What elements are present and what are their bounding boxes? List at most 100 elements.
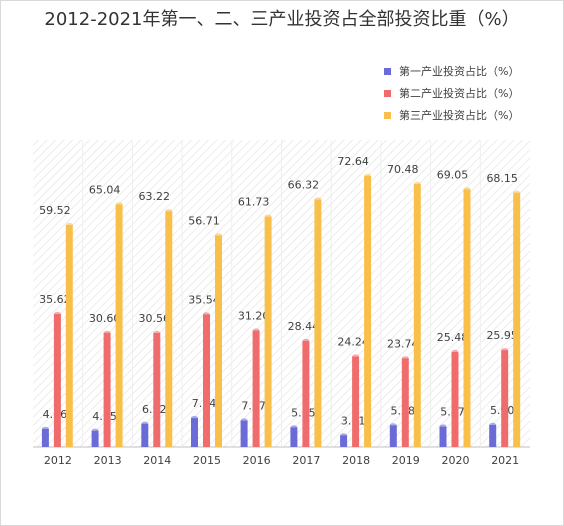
bar-series3-2019[interactable] — [413, 184, 421, 447]
bar-cap-series3-2013 — [115, 202, 123, 207]
x-tick-label-2016: 2016 — [243, 454, 271, 467]
bar-series2-2019[interactable] — [401, 358, 409, 447]
bar-cap-series1-2020 — [439, 424, 447, 429]
legend-swatch-tertiary — [384, 111, 391, 119]
data-label-series2-2016: 31.20 — [238, 310, 270, 323]
bar-cap-series2-2014 — [153, 330, 161, 336]
legend-item-tertiary[interactable]: 第三产业投资占比（%） — [384, 104, 519, 126]
legend-swatch-primary — [384, 67, 391, 75]
bar-cap-series2-2016 — [252, 328, 260, 333]
data-label-series3-2021: 68.15 — [486, 172, 518, 185]
bar-series2-2017[interactable] — [302, 340, 310, 447]
bar-series3-2014[interactable] — [165, 211, 173, 447]
x-tick-label-2012: 2012 — [44, 454, 72, 467]
bar-cap-series1-2018 — [340, 433, 348, 438]
bar-cap-series1-2021 — [489, 422, 497, 428]
data-label-series3-2015: 56.71 — [188, 215, 220, 228]
data-label-series2-2021: 25.95 — [486, 329, 518, 342]
bar-series1-2020[interactable] — [439, 426, 447, 447]
x-tick-label-2014: 2014 — [143, 454, 171, 467]
bar-series2-2016[interactable] — [252, 330, 260, 447]
bar-series1-2018[interactable] — [340, 435, 348, 447]
bar-cap-series3-2014 — [165, 209, 173, 214]
data-label-series2-2013: 30.60 — [89, 312, 121, 325]
legend-label-secondary: 第二产业投资占比（%） — [399, 87, 520, 100]
bar-series3-2018[interactable] — [364, 176, 372, 447]
legend-swatch-secondary — [384, 89, 391, 97]
data-label-series3-2020: 69.05 — [437, 168, 469, 181]
bar-cap-series2-2021 — [501, 348, 509, 353]
data-label-series3-2012: 59.52 — [39, 204, 71, 217]
bar-series1-2021[interactable] — [489, 425, 497, 447]
bar-cap-series1-2013 — [91, 428, 99, 433]
bar-series3-2015[interactable] — [215, 235, 222, 448]
bar-series2-2021[interactable] — [501, 350, 509, 447]
bar-cap-series1-2014 — [141, 421, 149, 426]
bar-series1-2013[interactable] — [91, 430, 99, 447]
bar-series3-2020[interactable] — [463, 189, 471, 447]
data-label-series3-2018: 72.64 — [337, 155, 369, 168]
bar-cap-series3-2017 — [314, 197, 322, 202]
data-label-series2-2012: 35.62 — [39, 293, 71, 306]
bar-cap-series3-2021 — [513, 190, 521, 195]
data-label-series3-2014: 63.22 — [139, 190, 171, 203]
x-tick-label-2021: 2021 — [491, 454, 519, 467]
bar-cap-series3-2019 — [413, 181, 421, 187]
x-tick-label-2013: 2013 — [94, 454, 122, 467]
data-label-series3-2013: 65.04 — [89, 183, 121, 196]
x-tick-label-2015: 2015 — [193, 454, 221, 467]
bar-cap-series1-2017 — [290, 425, 298, 430]
bar-series3-2013[interactable] — [115, 204, 123, 447]
bar-series2-2018[interactable] — [352, 356, 360, 447]
legend-item-secondary[interactable]: 第二产业投资占比（%） — [384, 82, 519, 104]
bar-cap-series3-2018 — [364, 173, 372, 179]
bar-series2-2014[interactable] — [153, 333, 161, 447]
bar-series1-2012[interactable] — [41, 428, 49, 447]
bar-cap-series3-2020 — [463, 187, 471, 192]
legend-label-primary: 第一产业投资占比（%） — [399, 65, 520, 78]
bar-cap-series3-2016 — [264, 214, 272, 219]
bar-cap-series3-2015 — [215, 233, 222, 238]
chart-title: 2012-2021年第一、二、三产业投资占全部投资比重（%） — [44, 9, 520, 30]
x-tick-label-2017: 2017 — [292, 454, 320, 467]
bar-cap-series1-2015 — [191, 415, 198, 421]
bar-series1-2017[interactable] — [290, 427, 298, 447]
bar-cap-series1-2016 — [240, 418, 248, 423]
data-label-series2-2019: 23.74 — [387, 337, 419, 350]
bar-series1-2019[interactable] — [389, 425, 397, 447]
bar-cap-series2-2012 — [53, 311, 61, 317]
legend: 第一产业投资占比（%） 第二产业投资占比（%） 第三产业投资占比（%） — [384, 60, 519, 126]
bar-series2-2012[interactable] — [53, 314, 61, 447]
bar-cap-series2-2018 — [352, 354, 360, 359]
data-label-series2-2020: 25.48 — [437, 331, 469, 344]
bar-series1-2016[interactable] — [240, 420, 248, 447]
data-label-series3-2019: 70.48 — [387, 163, 419, 176]
bar-cap-series1-2019 — [389, 423, 397, 428]
bar-series1-2015[interactable] — [191, 418, 198, 447]
data-label-series2-2014: 30.56 — [139, 312, 171, 325]
bar-series2-2020[interactable] — [451, 352, 459, 447]
data-label-series2-2017: 28.44 — [288, 320, 320, 333]
bar-series3-2017[interactable] — [314, 199, 322, 447]
bar-cap-series2-2020 — [451, 349, 459, 355]
legend-label-tertiary: 第三产业投资占比（%） — [399, 109, 520, 122]
x-tick-label-2019: 2019 — [392, 454, 420, 467]
x-tick-label-2018: 2018 — [342, 454, 370, 467]
bar-cap-series1-2012 — [41, 426, 49, 432]
bar-cap-series2-2019 — [401, 356, 409, 361]
bar-series2-2015[interactable] — [203, 314, 210, 447]
bar-series2-2013[interactable] — [103, 332, 111, 447]
data-label-series3-2016: 61.73 — [238, 196, 270, 209]
legend-item-primary[interactable]: 第一产业投资占比（%） — [384, 60, 519, 82]
bar-series3-2016[interactable] — [264, 216, 272, 447]
bar-series3-2021[interactable] — [513, 192, 521, 447]
data-label-series2-2015: 35.54 — [188, 293, 220, 306]
bar-series3-2012[interactable] — [65, 225, 73, 447]
bar-cap-series2-2013 — [103, 330, 111, 336]
data-label-series2-2018: 24.24 — [337, 336, 369, 349]
bar-cap-series2-2015 — [203, 312, 210, 317]
bar-cap-series2-2017 — [302, 338, 310, 344]
bar-series1-2014[interactable] — [141, 423, 149, 447]
bar-cap-series3-2012 — [65, 222, 73, 228]
